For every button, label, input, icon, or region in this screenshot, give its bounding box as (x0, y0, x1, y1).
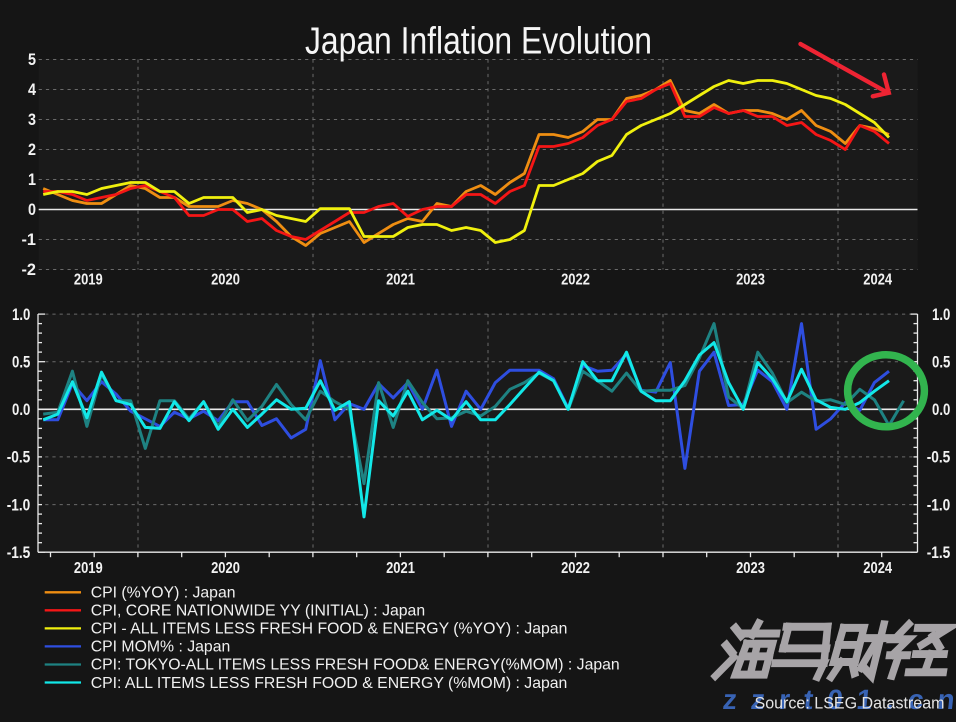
svg-text:1.0: 1.0 (932, 306, 950, 324)
svg-text:CPI MOM% : Japan: CPI MOM% : Japan (91, 639, 231, 656)
svg-text:2024: 2024 (863, 272, 892, 289)
svg-text:1: 1 (28, 171, 36, 189)
svg-text:2019: 2019 (74, 560, 103, 577)
svg-text:CPI (%YOY) : Japan: CPI (%YOY) : Japan (91, 585, 236, 602)
svg-text:zzrt01.cn: zzrt01.cn (721, 684, 956, 715)
svg-text:-1: -1 (22, 231, 37, 249)
svg-text:Source: LSEG Datastream: Source: LSEG Datastream (755, 694, 945, 713)
svg-text:CPI - ALL ITEMS LESS FRESH FOO: CPI - ALL ITEMS LESS FRESH FOOD & ENERGY… (91, 621, 568, 638)
svg-text:0.5: 0.5 (12, 353, 30, 371)
svg-text:4: 4 (28, 81, 37, 99)
svg-text:-1.5: -1.5 (7, 544, 31, 562)
svg-text:2021: 2021 (386, 560, 415, 577)
svg-text:2022: 2022 (561, 560, 590, 577)
svg-text:CPI: ALL ITEMS LESS FRESH FOOD: CPI: ALL ITEMS LESS FRESH FOOD & ENERGY … (91, 675, 568, 692)
svg-text:2023: 2023 (736, 560, 765, 577)
svg-text:2022: 2022 (561, 272, 590, 289)
svg-text:2024: 2024 (863, 560, 892, 577)
svg-text:Japan Inflation Evolution: Japan Inflation Evolution (305, 21, 652, 63)
svg-text:-1.0: -1.0 (7, 496, 31, 514)
svg-text:3: 3 (28, 111, 36, 129)
svg-text:0.5: 0.5 (932, 353, 950, 371)
svg-text:-1.0: -1.0 (927, 496, 951, 514)
svg-text:CPI, CORE NATIONWIDE YY (INITI: CPI, CORE NATIONWIDE YY (INITIAL) : Japa… (91, 603, 425, 620)
svg-text:2: 2 (28, 141, 36, 159)
svg-text:1.0: 1.0 (12, 306, 30, 324)
svg-text:2023: 2023 (736, 272, 765, 289)
svg-text:0.0: 0.0 (932, 401, 950, 419)
svg-text:5: 5 (28, 51, 36, 69)
svg-text:-0.5: -0.5 (7, 449, 31, 467)
svg-text:0: 0 (28, 201, 36, 219)
svg-text:-0.5: -0.5 (927, 449, 951, 467)
svg-text:-2: -2 (22, 261, 37, 279)
svg-text:-1.5: -1.5 (927, 544, 951, 562)
svg-text:CPI: TOKYO-ALL ITEMS LESS FRES: CPI: TOKYO-ALL ITEMS LESS FRESH FOOD& EN… (91, 657, 620, 674)
svg-text:2020: 2020 (211, 272, 240, 289)
svg-text:2019: 2019 (74, 272, 103, 289)
svg-text:0.0: 0.0 (12, 401, 30, 419)
svg-text:2021: 2021 (386, 272, 415, 289)
svg-text:2020: 2020 (211, 560, 240, 577)
